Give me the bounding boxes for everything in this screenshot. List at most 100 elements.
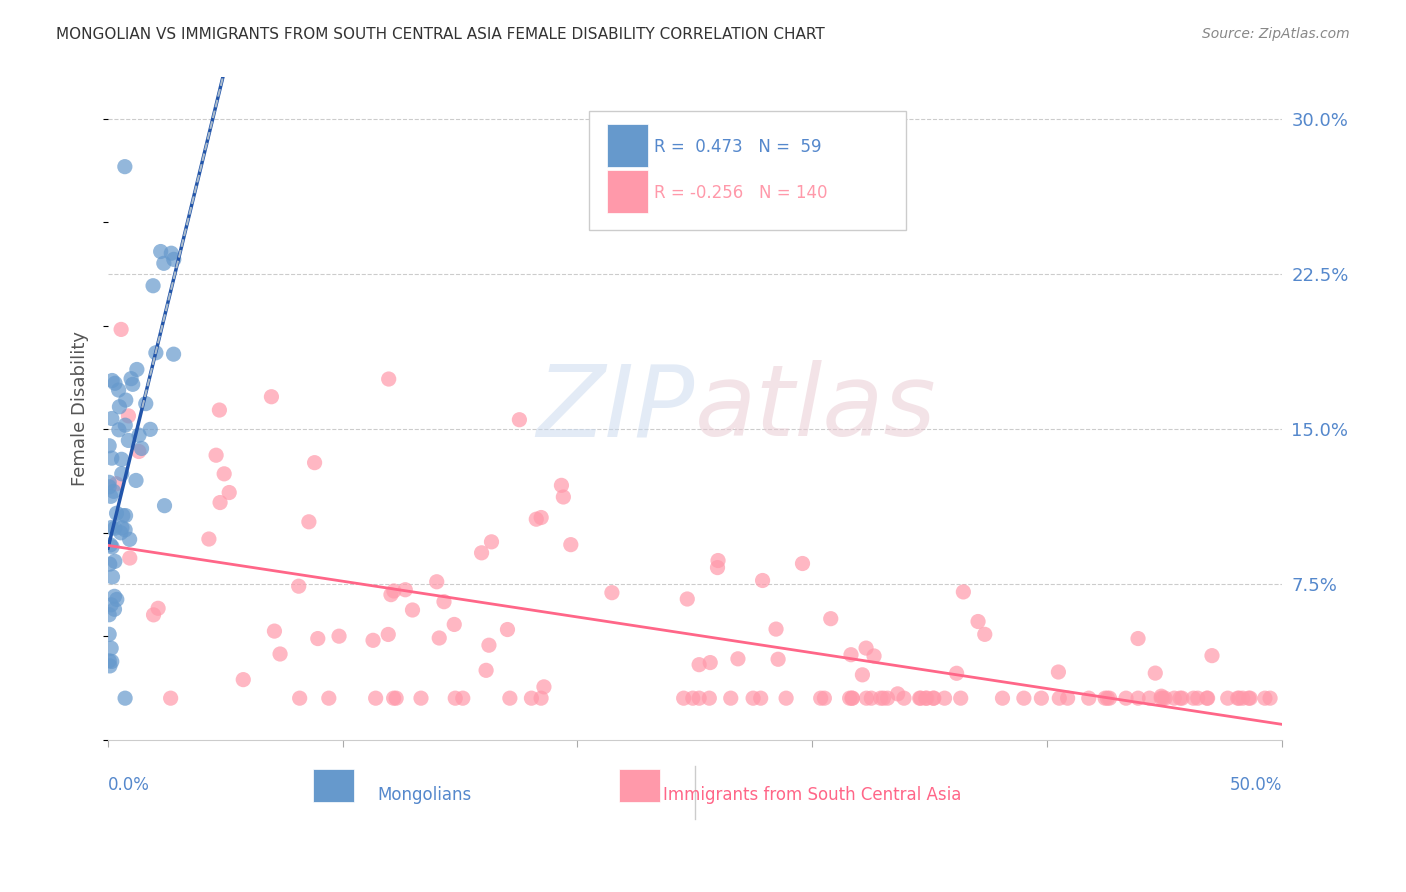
Point [707, 553, 730, 567]
Point [426, 574, 449, 589]
Point [676, 592, 699, 607]
Point [475, 663, 498, 677]
Point [934, 691, 956, 706]
Point [208, 403, 231, 417]
Point [810, 691, 832, 706]
Point [1126, 691, 1149, 706]
Point [706, 560, 728, 574]
Point [120, 372, 142, 386]
Point [820, 612, 842, 626]
Point [218, 485, 240, 500]
Point [952, 585, 974, 599]
Point [1097, 691, 1119, 706]
Point [520, 691, 543, 706]
Point [163, 252, 186, 267]
Point [550, 478, 572, 492]
Point [508, 413, 530, 427]
Point [688, 657, 710, 672]
Point [98, 607, 121, 622]
Point [263, 624, 285, 639]
Point [991, 691, 1014, 706]
Point [205, 448, 228, 462]
Point [427, 631, 450, 645]
Point [478, 638, 501, 652]
Point [893, 691, 915, 706]
Point [1077, 691, 1099, 706]
Point [481, 534, 503, 549]
Point [839, 648, 862, 662]
Point [1126, 632, 1149, 646]
Point [125, 474, 148, 488]
Point [908, 691, 931, 706]
Point [682, 691, 704, 706]
Point [727, 652, 749, 666]
Point [1197, 691, 1219, 706]
Point [409, 691, 432, 706]
Y-axis label: Female Disability: Female Disability [72, 331, 89, 486]
Point [361, 633, 384, 648]
Point [751, 574, 773, 588]
Point [1154, 691, 1177, 706]
Point [433, 595, 456, 609]
Point [100, 655, 122, 669]
Point [851, 668, 873, 682]
Point [101, 570, 124, 584]
Point [198, 532, 221, 546]
Point [1239, 691, 1261, 706]
Point [1150, 689, 1173, 703]
Point [1182, 691, 1205, 706]
Point [855, 641, 877, 656]
Point [101, 451, 124, 466]
Point [364, 691, 387, 706]
Text: R =  0.473   N =  59: R = 0.473 N = 59 [654, 138, 821, 156]
Point [382, 584, 405, 599]
Point [1195, 691, 1218, 706]
Point [1152, 691, 1174, 706]
Point [1031, 691, 1053, 706]
Point [114, 160, 136, 174]
Point [111, 508, 134, 523]
Point [135, 396, 157, 410]
Point [118, 551, 141, 566]
Point [838, 691, 860, 706]
Point [872, 691, 894, 706]
Point [131, 442, 153, 456]
Point [260, 390, 283, 404]
Point [304, 456, 326, 470]
FancyBboxPatch shape [619, 770, 659, 803]
FancyBboxPatch shape [589, 111, 905, 230]
Point [855, 691, 877, 706]
Point [385, 691, 408, 706]
Point [444, 691, 467, 706]
Point [1098, 691, 1121, 706]
Point [945, 666, 967, 681]
Point [860, 691, 883, 706]
Point [104, 376, 127, 391]
Point [451, 691, 474, 706]
Point [318, 691, 340, 706]
Point [766, 652, 789, 666]
Point [967, 615, 990, 629]
Point [145, 345, 167, 359]
Point [125, 362, 148, 376]
Point [1144, 666, 1167, 681]
Point [688, 691, 710, 706]
Point [101, 540, 124, 554]
Point [101, 374, 124, 388]
Point [110, 322, 132, 336]
Point [775, 691, 797, 706]
Point [765, 622, 787, 636]
Point [1056, 691, 1078, 706]
Point [212, 467, 235, 481]
Point [697, 691, 720, 706]
Point [159, 691, 181, 706]
Point [117, 409, 139, 423]
Point [160, 246, 183, 260]
Point [98, 627, 121, 641]
Point [142, 278, 165, 293]
Point [1258, 691, 1281, 706]
Point [105, 592, 128, 607]
Point [142, 607, 165, 622]
Point [841, 691, 863, 706]
Point [380, 588, 402, 602]
